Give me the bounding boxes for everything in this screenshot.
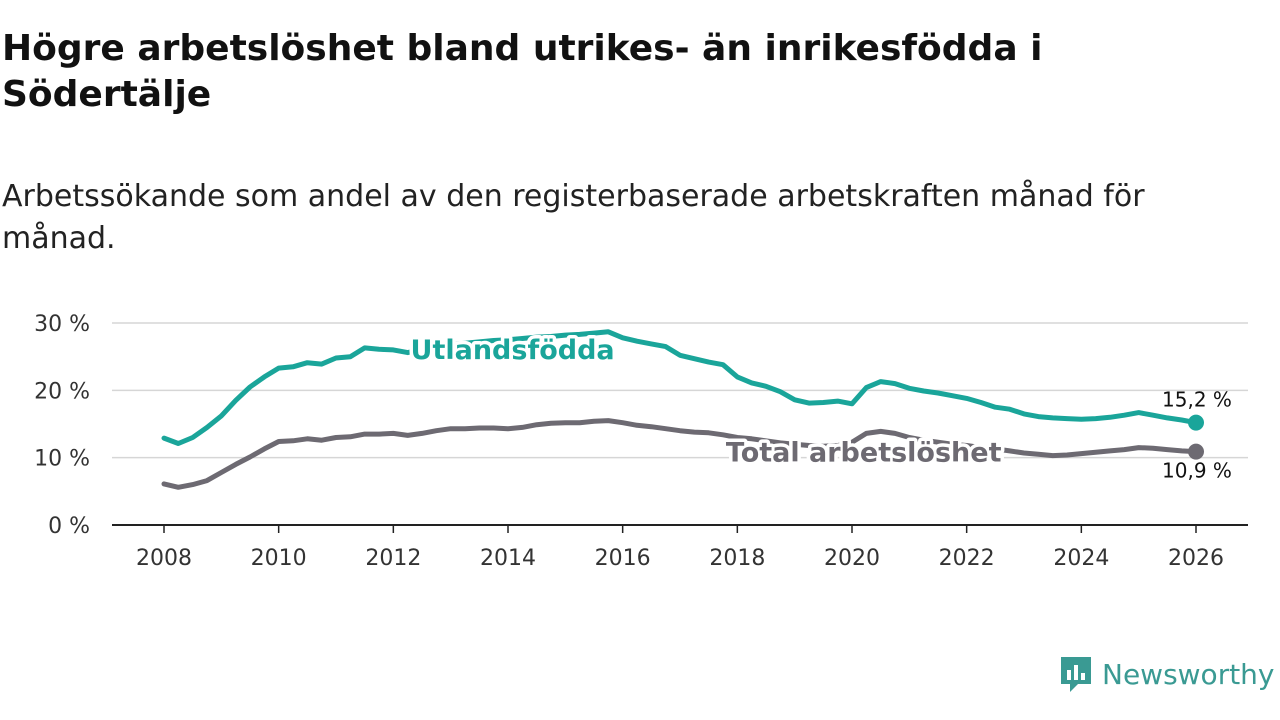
y-tick-label: 0 % <box>48 514 90 539</box>
x-tick-label: 2020 <box>824 546 880 571</box>
y-tick-label: 30 % <box>34 312 90 337</box>
series-label-total-arbetsloshet: Total arbetslöshet <box>726 437 1002 468</box>
x-tick-label: 2018 <box>709 546 765 571</box>
series-lines <box>161 329 1204 490</box>
y-tick-label: 10 % <box>34 447 90 472</box>
series-line-utlandsfodda <box>161 329 1199 446</box>
x-tick-label: 2008 <box>136 546 192 571</box>
y-tick-label: 20 % <box>34 379 90 404</box>
y-axis-ticks: 0 % 10 % 20 % 30 % <box>34 312 90 539</box>
series-end-point-utlandsfodda <box>1188 414 1204 431</box>
newsworthy-logo: Newsworthy <box>1058 654 1275 694</box>
series-end-point-total-arbetsloshet <box>1188 443 1204 460</box>
series-line-total-arbetsloshet <box>161 418 1199 490</box>
x-tick-label: 2012 <box>365 546 421 571</box>
end-value-label-total-arbetsloshet: 10,9 % <box>1162 459 1232 483</box>
x-tick-label: 2022 <box>939 546 995 571</box>
x-tick-label: 2010 <box>251 546 307 571</box>
x-tick-label: 2026 <box>1168 546 1224 571</box>
chart-subtitle: Arbetssökande som andel av den registerb… <box>2 179 1145 256</box>
end-value-label-utlandsfodda: 15,2 % <box>1162 388 1232 412</box>
x-tick-label: 2024 <box>1053 546 1109 571</box>
chart-title: Högre arbetslöshet bland utrikes- än inr… <box>2 28 1043 115</box>
x-axis-ticks: 2008 2010 2012 2014 2016 2018 2020 2022 2024 2026 <box>136 525 1224 571</box>
line-chart: 0 % 10 % 20 % 30 % 2008 2010 2012 2014 2016 2018… <box>34 312 1248 571</box>
x-tick-label: 2014 <box>480 546 536 571</box>
x-tick-label: 2016 <box>595 546 651 571</box>
series-labels: 15,2 % 10,9 % Utlandsfödda Total arbetslösh… <box>407 331 1232 483</box>
newsworthy-logo-text: Newsworthy <box>1102 657 1275 691</box>
newsworthy-logo-icon <box>1061 657 1091 692</box>
series-label-utlandsfodda: Utlandsfödda <box>411 335 615 366</box>
gridlines <box>112 322 1248 459</box>
